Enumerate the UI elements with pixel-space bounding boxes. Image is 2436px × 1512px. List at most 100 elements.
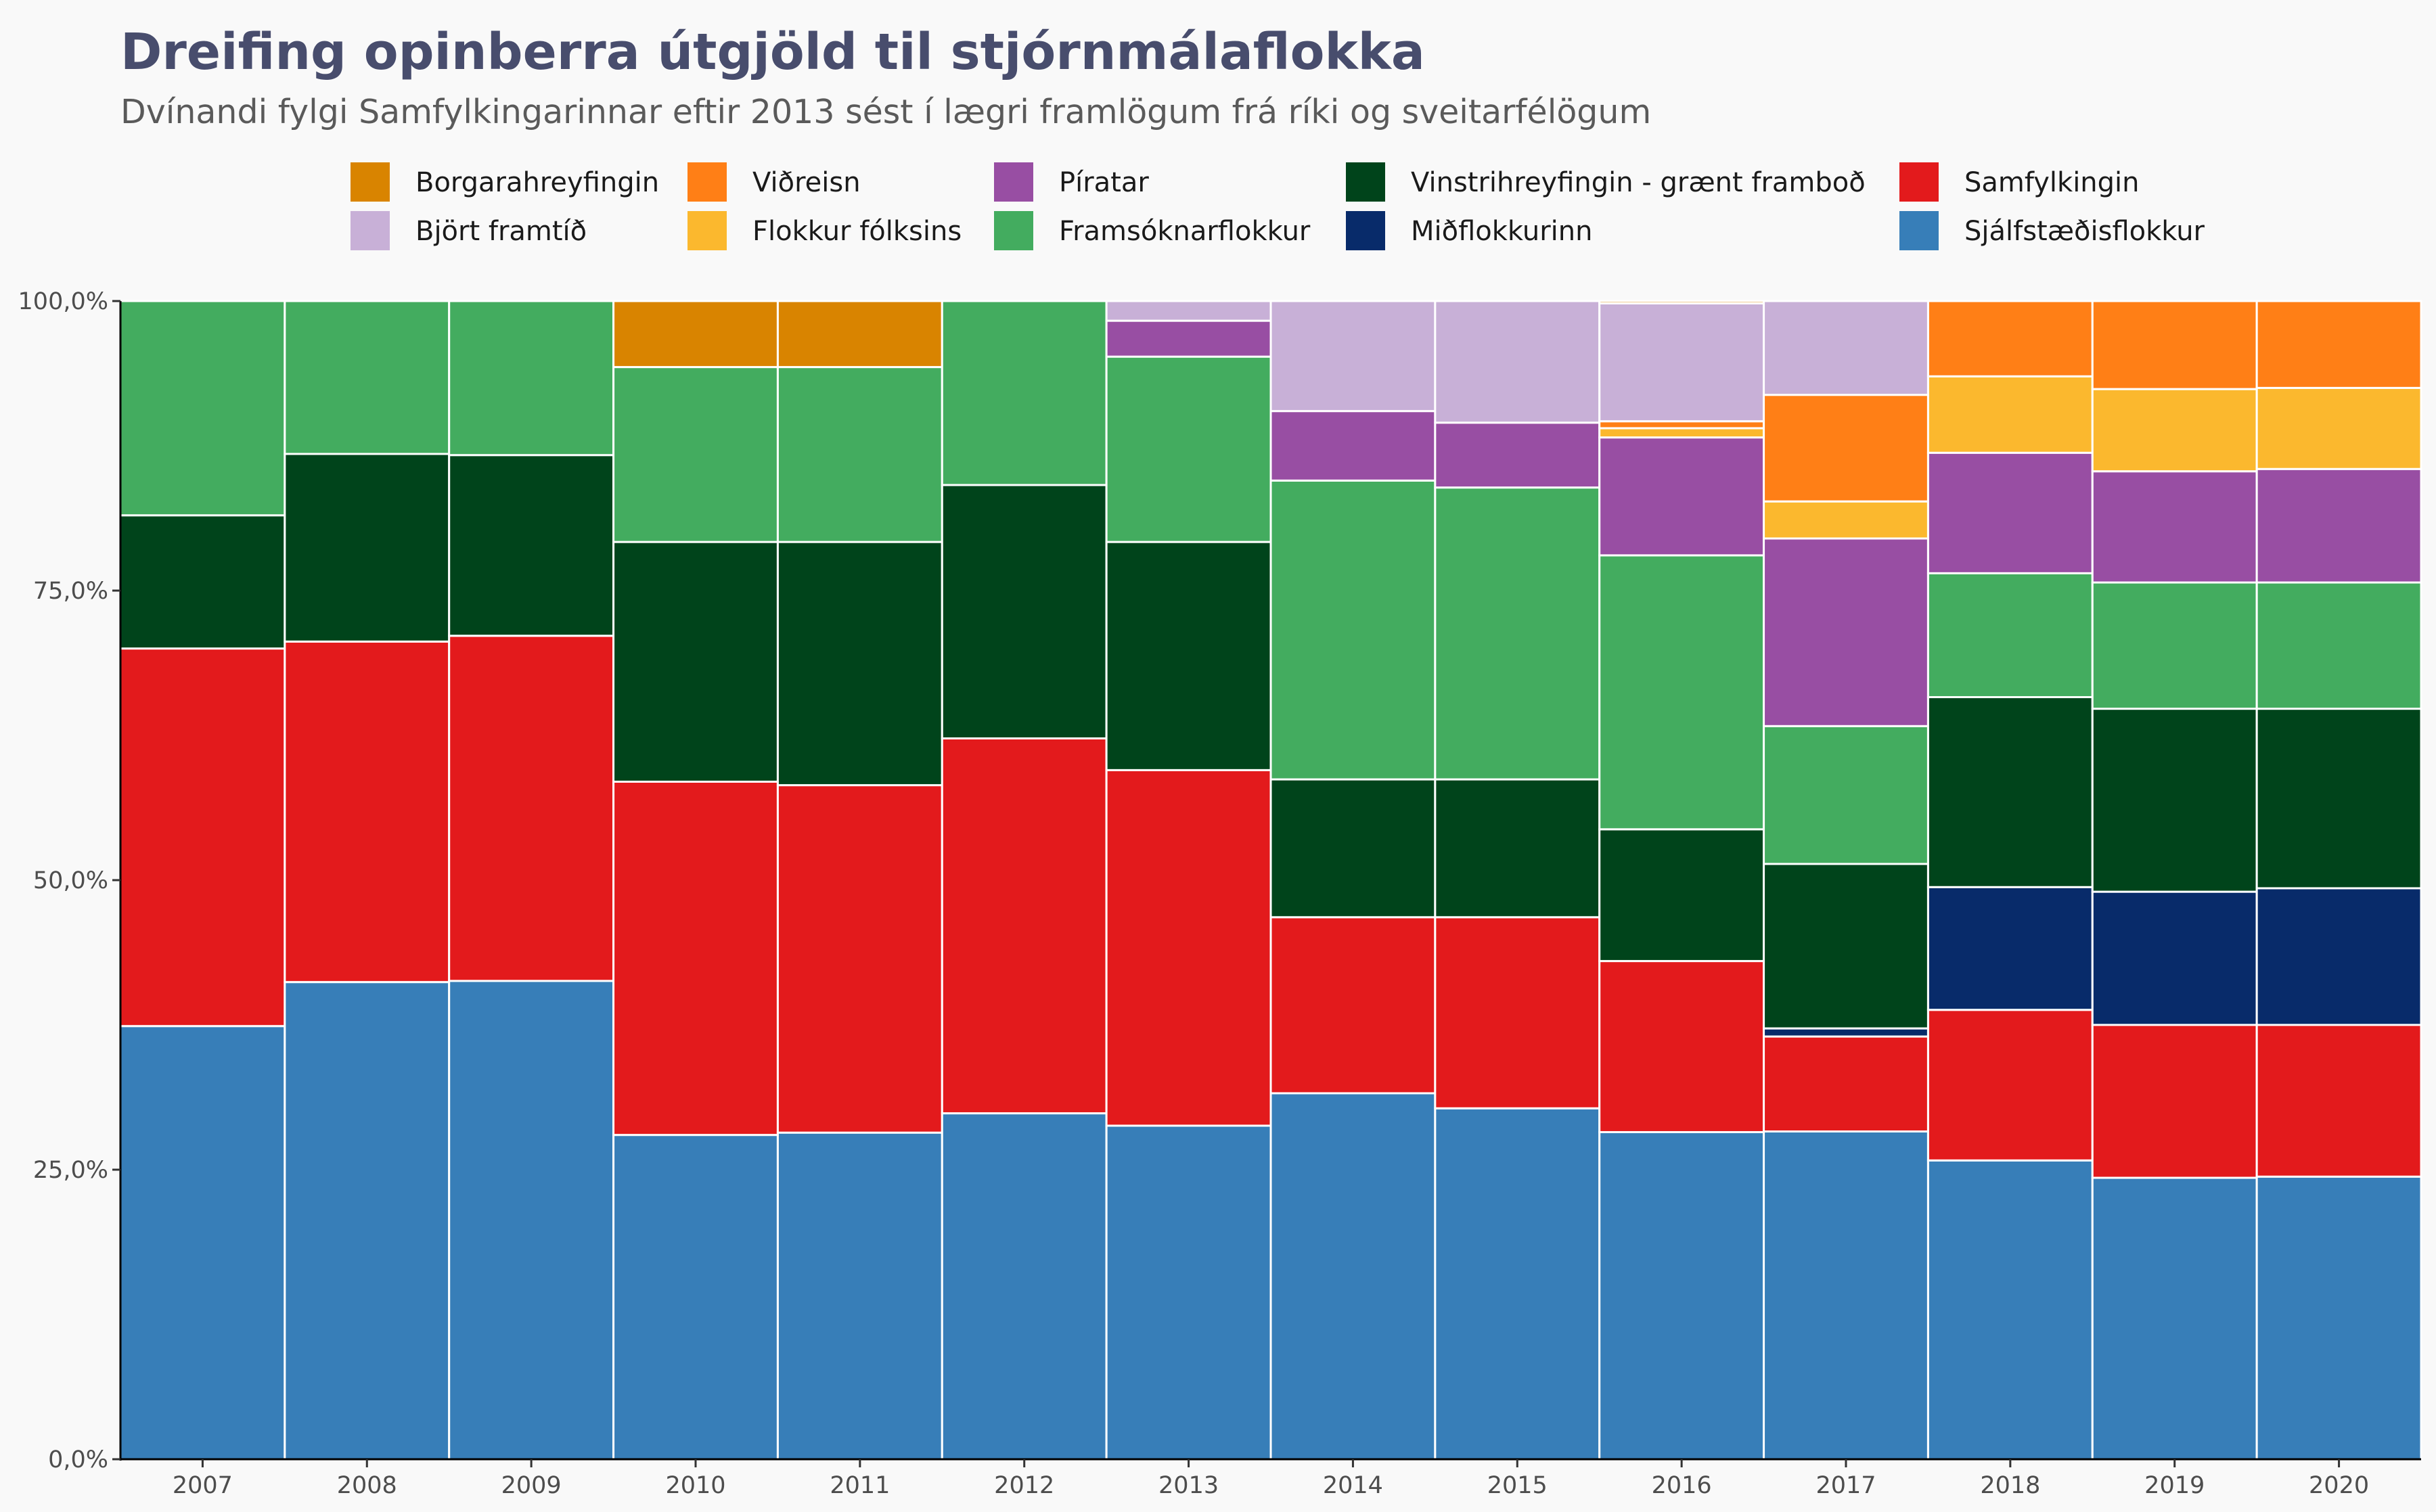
legend-swatch xyxy=(351,162,390,202)
legend-label: Vinstrihreyfingin - grænt framboð xyxy=(1411,167,1866,198)
bar-segment-bjort-framtid-2017 xyxy=(1763,300,1929,396)
legend-item-midflokkurinn: Miðflokkurinn xyxy=(1346,211,1592,250)
bar-segment-vinstrihreyfingin-graent-frambod-2016 xyxy=(1598,828,1765,963)
y-tick-label: 25,0% xyxy=(33,1157,108,1184)
bar-segment-piratar-2019 xyxy=(2091,470,2258,584)
bar-segment-piratar-2014 xyxy=(1269,410,1437,482)
chart-subtitle: Dvínandi fylgi Samfylkingarinnar eftir 2… xyxy=(120,93,1651,131)
legend-label: Miðflokkurinn xyxy=(1411,216,1592,247)
bar-segment-framsoknarflokkur-2016 xyxy=(1598,554,1765,831)
bar-segment-piratar-2020 xyxy=(2255,467,2422,584)
bar-segment-flokkur-folksins-2019 xyxy=(2091,388,2258,473)
bar-segment-sjalfstaedisflokkur-2019 xyxy=(2091,1176,2258,1461)
bar-segment-midflokkurinn-2019 xyxy=(2091,890,2258,1026)
legend-item-flokkur-folksins: Flokkur fólksins xyxy=(687,211,962,250)
bar-segment-framsoknarflokkur-2009 xyxy=(448,300,615,457)
bar-segment-vinstrihreyfingin-graent-frambod-2018 xyxy=(1926,696,2094,888)
x-tick-label: 2014 xyxy=(1323,1472,1383,1499)
bar-segment-samfylkingin-2008 xyxy=(284,640,451,984)
bar-segment-vinstrihreyfingin-graent-frambod-2013 xyxy=(1105,541,1272,771)
x-tick-label: 2018 xyxy=(1980,1472,2040,1499)
legend-item-bjort-framtid: Björt framtíð xyxy=(351,211,587,250)
legend-label: Píratar xyxy=(1059,167,1149,198)
bar-segment-framsoknarflokkur-2014 xyxy=(1269,479,1437,781)
bar-segment-piratar-2013 xyxy=(1105,319,1272,358)
legend-item-framsoknarflokkur: Framsóknarflokkur xyxy=(994,211,1311,250)
x-tick-label: 2007 xyxy=(173,1472,233,1499)
legend-item-samfylkingin: Samfylkingin xyxy=(1899,162,2140,202)
legend-swatch xyxy=(687,211,727,250)
bar-segment-samfylkingin-2020 xyxy=(2255,1024,2422,1178)
legend-swatch xyxy=(1899,211,1939,250)
bar-segment-flokkur-folksins-2017 xyxy=(1763,500,1929,540)
bar-segment-sjalfstaedisflokkur-2018 xyxy=(1926,1159,2094,1461)
axes: 0,0% 25,0% 50,0% 75,0% 100,0% 2007 2008 2009 201… xyxy=(18,288,2421,1499)
bar-segment-samfylkingin-2014 xyxy=(1269,916,1437,1095)
y-tick-label: 50,0% xyxy=(33,867,108,894)
bar-segment-framsoknarflokkur-2018 xyxy=(1926,572,2094,699)
bar-segment-flokkur-folksins-2020 xyxy=(2255,386,2422,470)
bar-segment-vinstrihreyfingin-graent-frambod-2020 xyxy=(2255,708,2422,890)
x-tick-label: 2017 xyxy=(1815,1472,1876,1499)
bar-segment-samfylkingin-2015 xyxy=(1434,916,1601,1109)
bar-segment-framsoknarflokkur-2017 xyxy=(1763,725,1929,865)
bar-segment-vinstrihreyfingin-graent-frambod-2010 xyxy=(612,541,779,783)
bar-segment-vinstrihreyfingin-graent-frambod-2007 xyxy=(119,514,286,650)
bar-segment-framsoknarflokkur-2011 xyxy=(776,366,943,543)
bar-segment-vinstrihreyfingin-graent-frambod-2008 xyxy=(284,453,451,643)
bar-segment-sjalfstaedisflokkur-2009 xyxy=(448,980,615,1461)
bar-segment-bjort-framtid-2016 xyxy=(1598,302,1765,423)
bar-segment-sjalfstaedisflokkur-2013 xyxy=(1105,1124,1272,1461)
bar-segment-sjalfstaedisflokkur-2020 xyxy=(2255,1175,2422,1461)
bar-segment-sjalfstaedisflokkur-2014 xyxy=(1269,1092,1437,1461)
legend-label: Samfylkingin xyxy=(1964,167,2140,198)
legend: Borgarahreyfingin Björt framtíð Viðreisn Fl… xyxy=(351,162,2205,250)
x-tick-label: 2012 xyxy=(994,1472,1054,1499)
bar-segment-piratar-2017 xyxy=(1763,537,1929,727)
bar-segment-bjort-framtid-2014 xyxy=(1269,300,1437,413)
legend-item-vidreisn: Viðreisn xyxy=(687,162,861,202)
bar-segment-vinstrihreyfingin-graent-frambod-2011 xyxy=(776,541,943,787)
bar-segment-vinstrihreyfingin-graent-frambod-2014 xyxy=(1269,778,1437,919)
legend-swatch xyxy=(994,211,1033,250)
legend-item-borgarahreyfingin: Borgarahreyfingin xyxy=(351,162,659,202)
bar-segment-vinstrihreyfingin-graent-frambod-2012 xyxy=(941,484,1108,739)
legend-label: Framsóknarflokkur xyxy=(1059,216,1311,247)
bar-segment-vinstrihreyfingin-graent-frambod-2015 xyxy=(1434,778,1601,919)
legend-swatch xyxy=(1346,211,1385,250)
bar-segment-framsoknarflokkur-2010 xyxy=(612,366,779,543)
bar-segment-framsoknarflokkur-2020 xyxy=(2255,581,2422,710)
bar-segment-framsoknarflokkur-2019 xyxy=(2091,581,2258,710)
x-tick-label: 2009 xyxy=(501,1472,562,1499)
y-tick-label: 0,0% xyxy=(48,1446,108,1473)
legend-label: Borgarahreyfingin xyxy=(415,167,659,198)
bar-segment-bjort-framtid-2013 xyxy=(1105,300,1272,322)
bar-segment-samfylkingin-2016 xyxy=(1598,960,1765,1133)
bar-segment-framsoknarflokkur-2012 xyxy=(941,300,1108,486)
plot-area xyxy=(119,300,2422,1461)
bar-segment-sjalfstaedisflokkur-2016 xyxy=(1598,1130,1765,1461)
legend-swatch xyxy=(351,211,390,250)
chart-title: Dreifing opinberra útgjöld til stjórnmál… xyxy=(120,23,1425,81)
x-tick-label: 2020 xyxy=(2309,1472,2369,1499)
bar-segment-borgarahreyfingin-2010 xyxy=(612,300,779,369)
bar-segment-framsoknarflokkur-2007 xyxy=(119,300,286,517)
legend-item-vinstrihreyfingin-graent-frambod: Vinstrihreyfingin - grænt framboð xyxy=(1346,162,1866,202)
bar-segment-piratar-2018 xyxy=(1926,451,2094,574)
bar-segment-sjalfstaedisflokkur-2007 xyxy=(119,1025,286,1461)
bar-segment-vinstrihreyfingin-graent-frambod-2019 xyxy=(2091,708,2258,893)
legend-label: Viðreisn xyxy=(752,167,861,198)
bar-segment-sjalfstaedisflokkur-2012 xyxy=(941,1112,1108,1461)
bar-segment-vidreisn-2018 xyxy=(1926,300,2094,377)
bar-segment-sjalfstaedisflokkur-2017 xyxy=(1763,1130,1929,1461)
bar-segment-sjalfstaedisflokkur-2015 xyxy=(1434,1107,1601,1461)
bar-segment-flokkur-folksins-2016 xyxy=(1598,427,1765,439)
bar-segment-samfylkingin-2018 xyxy=(1926,1009,2094,1162)
bar-segment-samfylkingin-2017 xyxy=(1763,1035,1929,1133)
x-tick-label: 2016 xyxy=(1652,1472,1712,1499)
y-tick-label: 75,0% xyxy=(33,578,108,605)
bar-segment-framsoknarflokkur-2015 xyxy=(1434,486,1601,781)
bar-segment-framsoknarflokkur-2008 xyxy=(284,300,451,455)
bar-segment-sjalfstaedisflokkur-2008 xyxy=(284,981,451,1461)
